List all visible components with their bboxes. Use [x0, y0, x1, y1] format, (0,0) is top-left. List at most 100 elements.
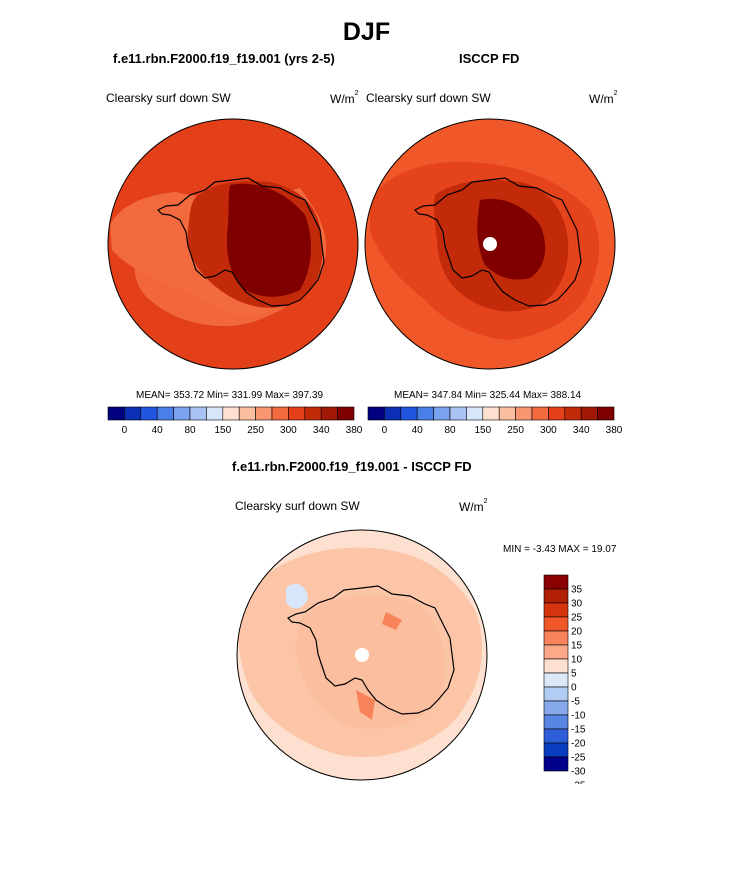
panel2-field-label: Clearsky surf down SW: [366, 91, 491, 105]
colorbar-tick-label: -30: [571, 767, 586, 778]
colorbar-isccp: 0 40 80 150 250 300 340 380: [367, 406, 623, 436]
panel1-subtitle: f.e11.rbn.F2000.f19_f19.001 (yrs 2-5): [113, 51, 335, 66]
colorbar-box: [543, 742, 569, 758]
colorbar-tick-label: 0: [382, 425, 388, 436]
colorbar-box: [173, 406, 191, 421]
colorbar-box: [498, 406, 516, 421]
colorbar-box: [543, 630, 569, 646]
panel2-stats: MEAN= 347.84 Min= 325.44 Max= 388.14: [394, 390, 582, 401]
panel2-subtitle: ISCCP FD: [459, 51, 520, 66]
colorbar-box: [543, 658, 569, 674]
colorbar-box: [288, 406, 306, 421]
diff-stats: MIN = -3.43 MAX = 19.07: [503, 544, 617, 555]
colorbar-box: [124, 406, 142, 421]
colorbar-box: [543, 616, 569, 632]
colorbar-model: 0 40 80 150 250 300 340 380: [107, 406, 363, 436]
vertical-colorbar: 35 30 25 20 15 10 5 0 -5 -10 -15 -20 -25 -30 -35: [543, 574, 586, 784]
colorbar-tick-label: 0: [571, 683, 577, 694]
colorbar-box: [580, 406, 598, 421]
colorbar-box: [543, 588, 569, 604]
panel1-units: W/m2: [330, 90, 359, 106]
colorbar-box: [543, 686, 569, 702]
colorbar-box: [337, 406, 355, 421]
map-diff-coastline: [286, 585, 455, 715]
colorbar-box: [543, 728, 569, 744]
colorbar-box: [189, 406, 207, 421]
colorbar-tick-label: 10: [571, 655, 583, 666]
colorbar-tick-label: -15: [571, 725, 586, 736]
colorbar-tick-label: -20: [571, 739, 586, 750]
diff-field-label: Clearsky surf down SW: [235, 499, 360, 513]
colorbar-box: [156, 406, 174, 421]
colorbar-tick-label: 250: [247, 425, 264, 436]
colorbar-tick-label: 5: [571, 669, 577, 680]
colorbar-tick-label: 25: [571, 613, 583, 624]
colorbar-tick-label: -25: [571, 753, 586, 764]
colorbar-box: [255, 406, 273, 421]
colorbar-box: [482, 406, 500, 421]
map-diff-negative-patch: [286, 583, 308, 609]
colorbar-tick-label: 40: [412, 425, 424, 436]
colorbar-tick-label: 380: [346, 425, 363, 436]
colorbar-tick-label: 20: [571, 627, 583, 638]
colorbar-tick-label: 150: [474, 425, 491, 436]
colorbar-tick-label: 250: [507, 425, 524, 436]
map-isccp-plateau: [477, 198, 546, 280]
colorbar-box: [271, 406, 289, 421]
colorbar-tick-label: 340: [313, 425, 330, 436]
colorbar-tick-label: 380: [606, 425, 623, 436]
colorbar-box: [543, 574, 569, 590]
colorbar-box: [543, 700, 569, 716]
colorbar-box: [107, 406, 125, 421]
colorbar-tick-label: 300: [540, 425, 557, 436]
colorbar-tick-label: 150: [214, 425, 231, 436]
map-diff-border: [236, 529, 488, 781]
map-model-coastline: [156, 177, 325, 307]
map-model: [108, 119, 358, 369]
colorbar-box: [543, 644, 569, 660]
colorbar-box: [206, 406, 224, 421]
colorbar-box: [140, 406, 158, 421]
colorbar-diff: 35 30 25 20 15 10 5 0 -5 -10 -15 -20 -25 -30 -35: [543, 574, 586, 784]
map-diff-pole-mask: [355, 648, 369, 662]
panel2-units: W/m2: [589, 90, 618, 106]
panel1-stats: MEAN= 353.72 Min= 331.99 Max= 397.39: [136, 390, 324, 401]
map-model-border: [107, 118, 359, 370]
panel1-field-label: Clearsky surf down SW: [106, 91, 231, 105]
colorbar-box: [400, 406, 418, 421]
colorbar-box: [449, 406, 467, 421]
colorbar-box: [304, 406, 322, 421]
colorbar-box: [384, 406, 402, 421]
colorbar-box: [543, 756, 569, 772]
colorbar-box: [543, 714, 569, 730]
colorbar-tick-label: 0: [122, 425, 128, 436]
colorbar-box: [564, 406, 582, 421]
colorbar-box: [597, 406, 615, 421]
diff-units: W/m2: [459, 498, 488, 514]
colorbar-tick-label: 40: [152, 425, 164, 436]
colorbar-box: [515, 406, 533, 421]
map-isccp-coastline: [413, 177, 582, 307]
colorbar-tick-label: 35: [571, 585, 583, 596]
colorbar-tick-label: -5: [571, 697, 580, 708]
colorbar-box: [548, 406, 566, 421]
colorbar-tick-label: 80: [184, 425, 196, 436]
map-model-plateau: [226, 183, 312, 297]
colorbar-tick-label: 30: [571, 599, 583, 610]
page-title: DJF: [342, 18, 391, 46]
map-diff-patch-1: [382, 612, 402, 630]
colorbar-tick-label: -10: [571, 711, 586, 722]
colorbar-box: [466, 406, 484, 421]
colorbar-box: [531, 406, 549, 421]
colorbar-tick-label: 340: [573, 425, 590, 436]
colorbar-box: [367, 406, 385, 421]
colorbar-tick-label: 80: [444, 425, 456, 436]
colorbar-tick-label: 15: [571, 641, 583, 652]
map-isccp-pole-mask: [483, 237, 497, 251]
colorbar-box: [543, 602, 569, 618]
map-diff-patch-2: [356, 690, 375, 720]
colorbar-box: [433, 406, 451, 421]
map-isccp-border: [364, 118, 616, 370]
colorbar-box: [416, 406, 434, 421]
